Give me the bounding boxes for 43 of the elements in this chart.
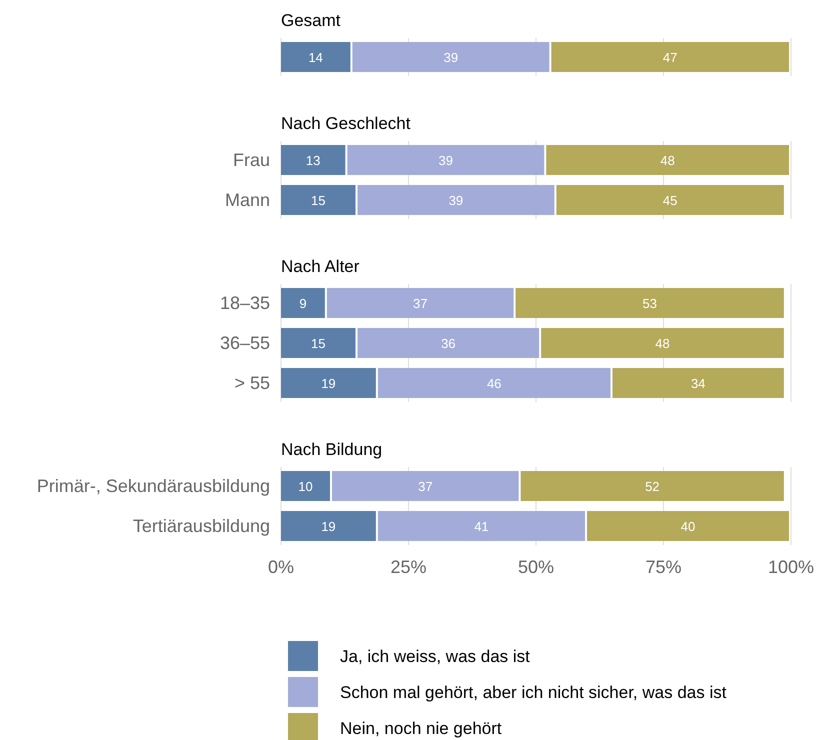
chart-title: Nach Geschlecht	[281, 114, 411, 133]
y-tick-label: > 55	[234, 373, 270, 393]
data-label: 34	[690, 376, 706, 391]
legend-label: Ja, ich weiss, was das ist	[340, 647, 530, 666]
data-label: 52	[645, 479, 660, 494]
data-label: 39	[444, 50, 458, 65]
data-label: 46	[486, 376, 502, 391]
data-label: 14	[308, 50, 323, 65]
y-tick-label: Primär-, Sekundärausbildung	[36, 476, 270, 496]
chart-title: Gesamt	[281, 11, 341, 30]
x-tick-label: 75%	[645, 557, 682, 577]
data-label: 37	[418, 479, 433, 494]
data-label: 19	[321, 519, 336, 534]
y-tick-label: 18–35	[220, 293, 270, 313]
data-label: 19	[321, 376, 336, 391]
data-label: 41	[474, 519, 489, 534]
data-label: 37	[413, 296, 428, 311]
legend-label: Nein, noch nie gehört	[340, 719, 502, 738]
y-tick-label: Tertiärausbildung	[132, 516, 270, 536]
x-tick-label: 100%	[768, 557, 814, 577]
legend-label: Schon mal gehört, aber ich nicht sicher, was das ist	[340, 683, 727, 702]
chart-title: Nach Alter	[281, 257, 360, 276]
data-label: 15	[311, 193, 326, 208]
data-label: 47	[662, 50, 678, 65]
x-tick-label: 50%	[518, 557, 554, 577]
data-label: 39	[448, 193, 464, 208]
data-label: 36	[441, 336, 456, 351]
y-tick-label: 36–55	[220, 333, 270, 353]
x-tick-label: 0%	[268, 557, 294, 577]
data-label: 39	[438, 153, 453, 168]
data-label: 48	[660, 153, 675, 168]
data-label: 40	[680, 519, 696, 534]
data-label: 15	[311, 336, 326, 351]
data-label: 10	[298, 479, 313, 494]
x-tick-label: 25%	[390, 557, 427, 577]
data-label: 9	[299, 296, 307, 311]
y-tick-label: Mann	[224, 190, 270, 210]
data-label: 48	[655, 336, 670, 351]
y-tick-label: Frau	[232, 150, 270, 170]
chart-title: Nach Bildung	[281, 440, 382, 459]
data-label: 13	[306, 153, 320, 168]
data-label: 45	[662, 193, 678, 208]
data-label: 53	[642, 296, 657, 311]
